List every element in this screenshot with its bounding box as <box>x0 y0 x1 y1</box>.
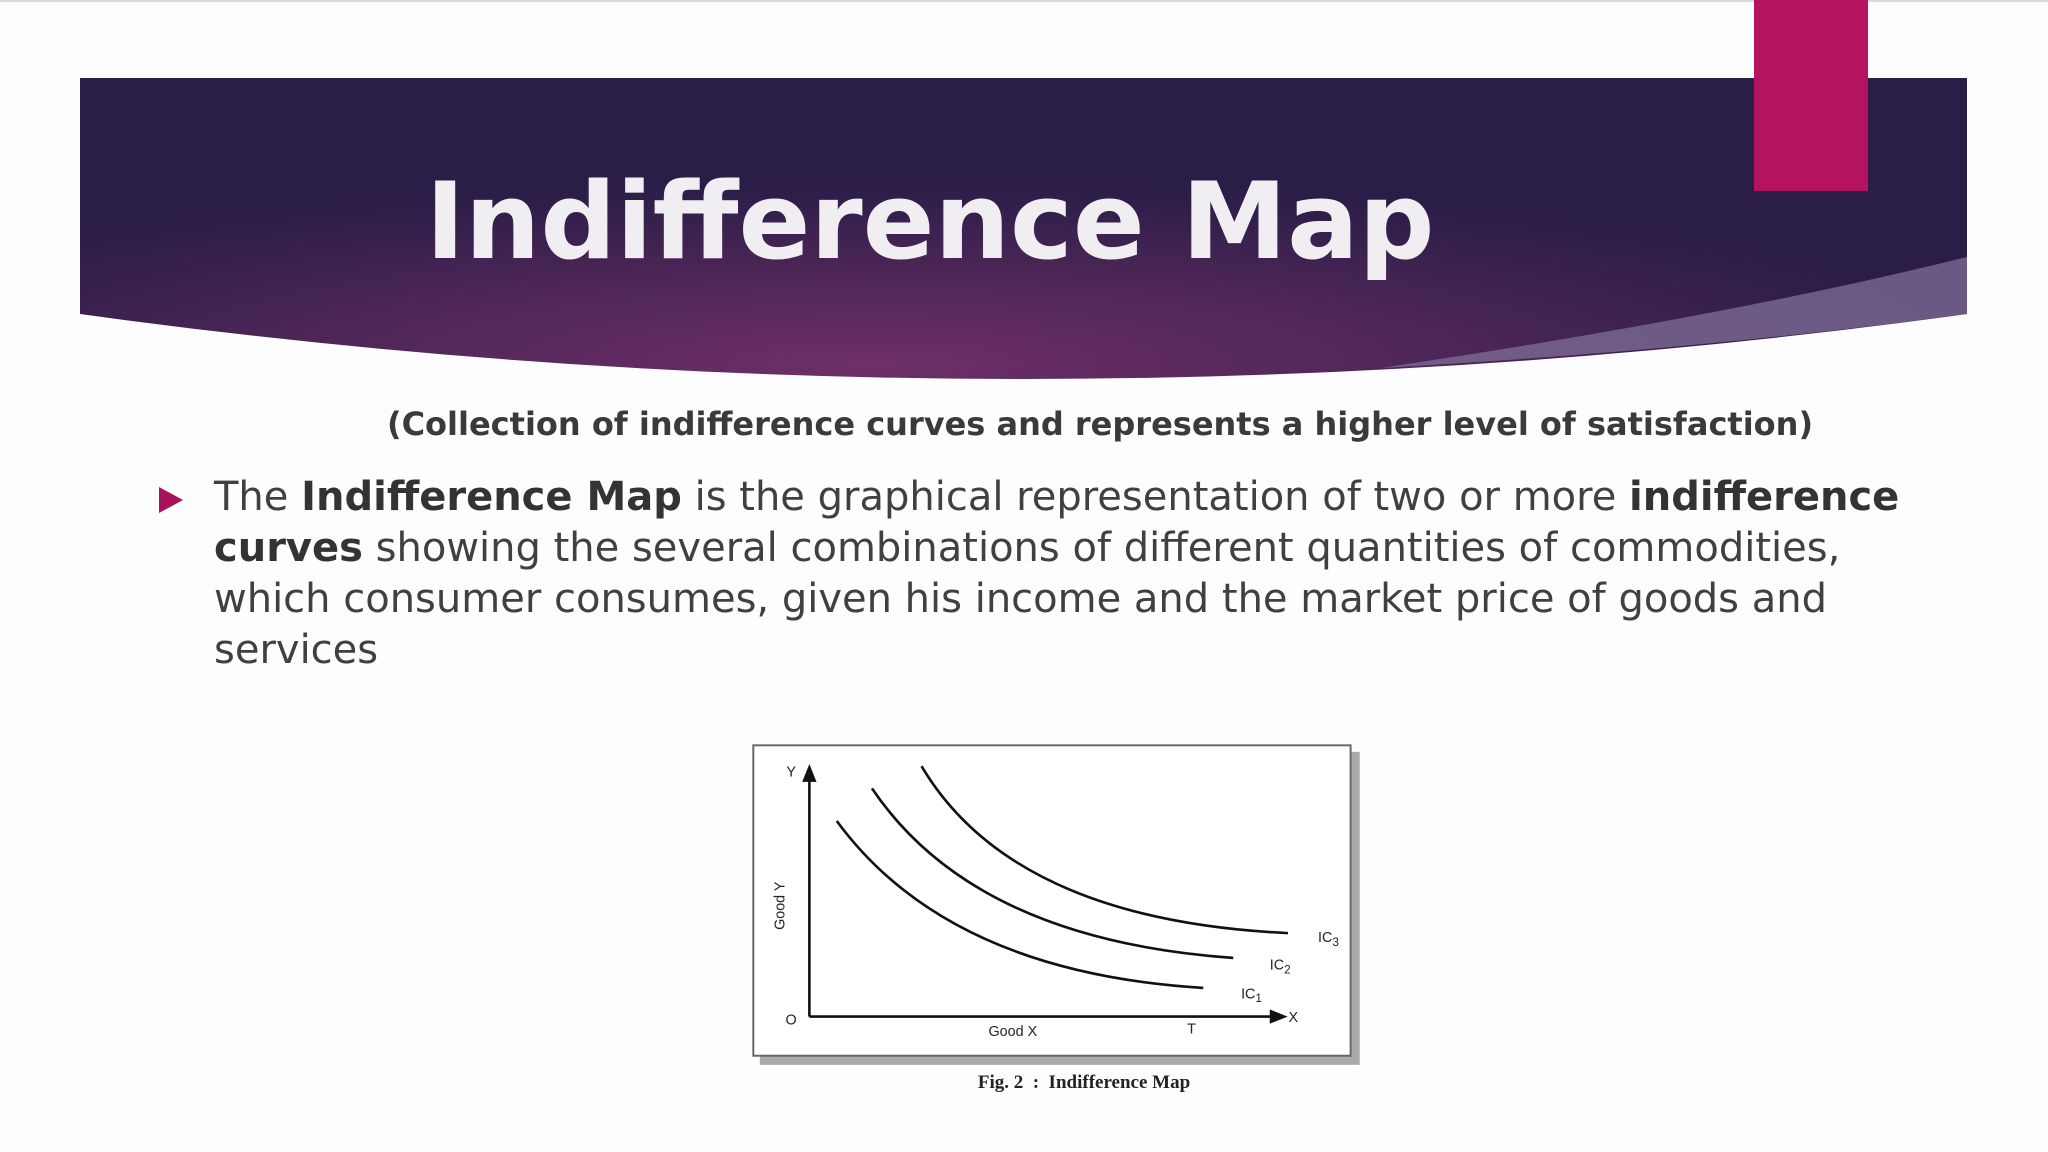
subtitle: (Collection of indifference curves and r… <box>386 405 1814 443</box>
figure-frame <box>752 744 1352 1057</box>
slide-title: Indifference Map <box>425 160 1435 283</box>
axis-arrows <box>802 763 1288 1024</box>
y-letter: Y <box>786 765 796 781</box>
x-letter: X <box>1288 1010 1298 1026</box>
header-shape <box>80 78 1967 379</box>
curve-ic3 <box>920 765 1289 935</box>
top-border <box>0 0 2048 2</box>
origin-label: O <box>786 1012 797 1028</box>
text-run: The <box>214 474 302 520</box>
curve-ic1 <box>835 820 1204 990</box>
curve-subscript: 2 <box>1284 964 1291 977</box>
text-run: is the graphical representation of two o… <box>681 474 1630 520</box>
x-axis-label: Good X <box>989 1024 1038 1040</box>
bold-text: Indifference Map <box>301 474 682 520</box>
bullet-icon <box>159 487 183 513</box>
x-mark: T <box>1187 1022 1196 1038</box>
header-band <box>80 0 1967 379</box>
y-axis-label: Good Y <box>773 881 789 930</box>
bullet-text: The Indifference Map is the graphical re… <box>214 472 1914 676</box>
figure-caption: Fig. 2 : Indifference Map <box>977 1072 1191 1093</box>
text-run: showing the several combinations of diff… <box>214 525 1841 673</box>
bold-text: indifference curves <box>214 474 1900 571</box>
curve-ic2 <box>870 787 1234 960</box>
curve-subscript: 3 <box>1332 936 1339 949</box>
accent-tab <box>1754 0 1868 191</box>
curve-subscript: 1 <box>1255 992 1262 1005</box>
header-swoosh <box>1380 257 1967 368</box>
